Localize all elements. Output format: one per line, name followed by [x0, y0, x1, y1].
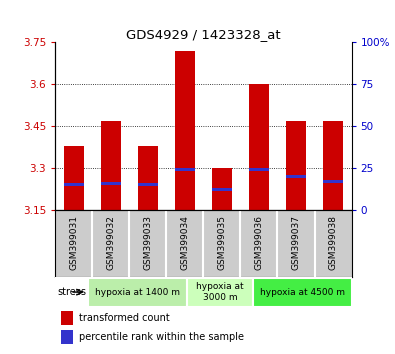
Text: transformed count: transformed count	[79, 313, 170, 324]
Bar	[212, 168, 232, 210]
Text: stress: stress	[57, 287, 86, 297]
Text: GSM399033: GSM399033	[143, 215, 152, 270]
Text: GSM399034: GSM399034	[181, 215, 190, 270]
Bar	[64, 183, 84, 186]
Text: GSM399038: GSM399038	[329, 215, 338, 270]
Text: percentile rank within the sample: percentile rank within the sample	[79, 332, 244, 342]
Text: hypoxia at 4500 m: hypoxia at 4500 m	[260, 287, 345, 297]
Bar	[286, 121, 306, 210]
Text: GSM399032: GSM399032	[106, 215, 115, 270]
Bar	[253, 278, 352, 307]
Bar	[323, 180, 343, 183]
Bar	[61, 330, 73, 344]
Bar	[212, 188, 232, 191]
Text: GSM399036: GSM399036	[254, 215, 263, 270]
Title: GDS4929 / 1423328_at: GDS4929 / 1423328_at	[126, 28, 281, 41]
Bar	[64, 146, 84, 210]
Bar	[323, 121, 343, 210]
Text: hypoxia at
3000 m: hypoxia at 3000 m	[196, 282, 244, 302]
Bar	[138, 146, 158, 210]
Bar	[88, 278, 187, 307]
Text: GSM399037: GSM399037	[292, 215, 301, 270]
Bar	[187, 278, 253, 307]
Text: GSM399031: GSM399031	[69, 215, 78, 270]
Bar	[249, 168, 269, 171]
Bar	[138, 183, 158, 186]
Bar	[175, 51, 195, 210]
Bar	[61, 311, 73, 325]
Bar	[175, 168, 195, 171]
Bar	[101, 121, 121, 210]
Bar	[249, 84, 269, 210]
Text: GSM399035: GSM399035	[217, 215, 226, 270]
Bar	[286, 175, 306, 178]
Text: hypoxia at 1400 m: hypoxia at 1400 m	[95, 287, 180, 297]
Bar	[101, 182, 121, 185]
